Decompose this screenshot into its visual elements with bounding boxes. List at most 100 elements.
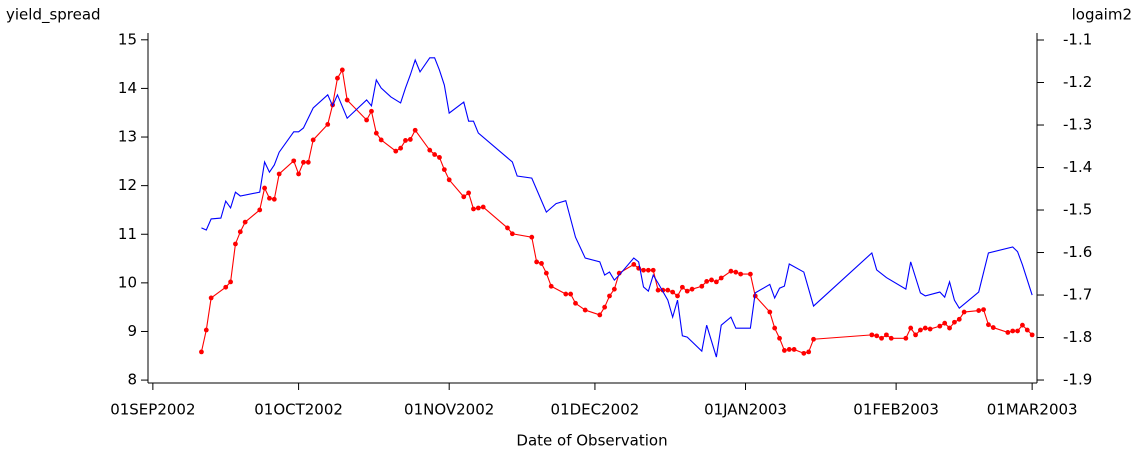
point <box>1024 327 1030 333</box>
point <box>582 307 588 313</box>
y2-tick-label: -1.8 <box>1063 328 1092 346</box>
point <box>257 207 263 213</box>
point <box>918 327 923 333</box>
y2-tick-label: -1.9 <box>1063 371 1092 389</box>
point <box>427 147 433 153</box>
point <box>981 307 986 312</box>
point <box>699 283 705 289</box>
point <box>310 137 316 143</box>
point <box>937 323 943 329</box>
y-tick-label: 11 <box>118 225 137 243</box>
point <box>947 325 952 331</box>
point <box>781 348 787 353</box>
point <box>339 67 345 73</box>
point <box>480 204 486 210</box>
point <box>922 325 928 331</box>
point <box>271 196 277 202</box>
point <box>242 219 248 225</box>
y2-tick-label: -1.6 <box>1063 243 1092 261</box>
series-line <box>201 57 1033 358</box>
point <box>471 206 476 212</box>
y2-tick-label: -1.2 <box>1063 73 1092 91</box>
point <box>1020 322 1025 328</box>
point <box>437 155 442 160</box>
point <box>534 259 540 265</box>
point <box>874 333 880 339</box>
x-tick-label: 01FEB2003 <box>853 401 939 419</box>
point <box>631 261 637 267</box>
point <box>1015 328 1020 334</box>
point <box>903 335 909 341</box>
point <box>543 270 549 276</box>
point <box>301 159 306 165</box>
point <box>1010 328 1016 334</box>
point <box>364 117 370 123</box>
y2-tick-label: -1.4 <box>1063 158 1092 176</box>
point <box>446 177 452 183</box>
point <box>679 284 685 290</box>
point <box>908 325 914 331</box>
point <box>412 127 418 133</box>
y2-tick-label: -1.1 <box>1063 31 1092 49</box>
point <box>296 171 301 177</box>
point <box>738 271 744 277</box>
point <box>990 325 996 330</box>
point <box>728 268 734 274</box>
y-axis-label: yield_spread <box>6 6 101 25</box>
point <box>650 267 656 273</box>
x-tick-label: 01JAN2003 <box>704 401 787 419</box>
x-tick-label: 01SEP2002 <box>110 401 195 419</box>
point <box>869 332 875 338</box>
point <box>718 275 724 281</box>
point <box>645 267 651 273</box>
point <box>203 327 209 333</box>
point <box>1029 332 1035 338</box>
point <box>811 336 816 342</box>
point <box>237 229 243 235</box>
point <box>713 279 719 285</box>
point <box>291 158 297 164</box>
point <box>806 349 812 355</box>
point <box>262 185 267 191</box>
x-tick-label: 01MAR2003 <box>987 401 1078 419</box>
point <box>801 350 807 356</box>
point <box>475 205 481 211</box>
point <box>573 300 578 306</box>
point <box>267 195 272 201</box>
point <box>879 335 884 341</box>
point <box>777 335 782 341</box>
point <box>223 284 229 290</box>
point <box>641 267 646 273</box>
point <box>378 137 384 143</box>
point <box>548 283 554 289</box>
point <box>986 322 991 328</box>
x-axis-label: Date of Observation <box>516 432 667 450</box>
y-tick-label: 14 <box>118 79 137 97</box>
point <box>611 286 617 292</box>
point <box>772 325 778 331</box>
point <box>1005 330 1011 335</box>
point <box>786 347 792 352</box>
point <box>884 332 889 338</box>
point <box>665 287 671 293</box>
y-tick-label: 12 <box>118 176 137 194</box>
point <box>369 108 374 114</box>
point <box>509 231 515 237</box>
point <box>233 241 238 247</box>
point <box>888 335 894 341</box>
point <box>976 308 982 313</box>
point <box>670 289 676 295</box>
y2-tick-label: -1.3 <box>1063 116 1092 134</box>
point <box>398 145 404 151</box>
point <box>228 279 233 285</box>
point <box>709 277 714 283</box>
point <box>539 261 544 266</box>
point <box>689 286 695 292</box>
y-tick-label: 9 <box>127 322 137 340</box>
point <box>607 293 612 299</box>
point <box>466 190 472 196</box>
point <box>568 291 574 297</box>
point <box>373 130 379 136</box>
point <box>344 97 350 103</box>
